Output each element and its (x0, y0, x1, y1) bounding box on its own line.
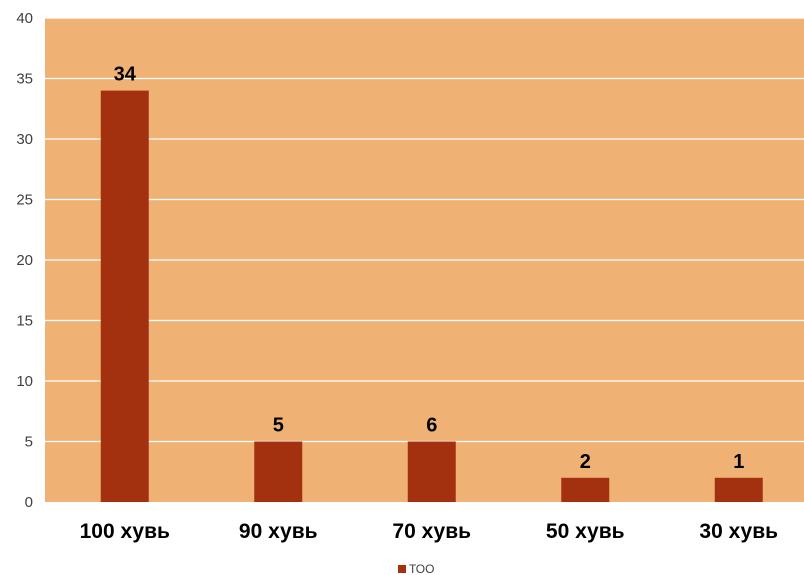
y-tick-label: 0 (25, 494, 33, 511)
legend: ТОО (398, 562, 434, 575)
y-tick-label: 15 (16, 313, 33, 330)
x-tick-label: 90 хувь (239, 520, 318, 543)
legend-label: ТОО (409, 562, 434, 575)
gridlines (45, 17, 804, 443)
data-label: 34 (114, 64, 137, 86)
y-tick-label: 40 (16, 10, 33, 27)
data-label: 5 (273, 415, 284, 437)
y-tick-label: 10 (16, 373, 33, 390)
legend-swatch (398, 565, 406, 573)
y-tick-label: 30 (16, 131, 33, 148)
bar (254, 441, 303, 502)
x-tick-label: 50 хувь (546, 520, 625, 543)
y-tick-label: 35 (16, 71, 33, 88)
y-axis: 0 5 10 15 20 25 30 35 40 (16, 10, 33, 511)
y-tick-label: 25 (16, 192, 33, 209)
x-tick-label: 70 хувь (392, 520, 471, 543)
data-label: 6 (426, 415, 437, 437)
bars (100, 90, 763, 502)
data-label: 2 (580, 451, 591, 473)
x-tick-label: 100 хувь (80, 520, 170, 543)
bar (100, 90, 149, 502)
data-labels: 34 5 6 2 1 (114, 64, 745, 473)
x-axis: 100 хувь 90 хувь 70 хувь 50 хувь 30 хувь (80, 520, 779, 543)
bar (714, 477, 763, 502)
x-tick-label: 30 хувь (699, 520, 778, 543)
data-label: 1 (733, 451, 744, 473)
bar (561, 477, 610, 502)
y-tick-label: 5 (25, 434, 33, 451)
y-tick-label: 20 (16, 252, 33, 269)
bar (407, 441, 456, 502)
